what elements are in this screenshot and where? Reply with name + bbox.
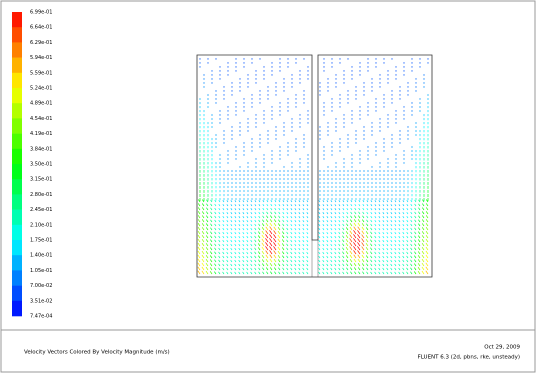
colorbar-swatch [12, 118, 22, 133]
colorbar-swatch [12, 73, 22, 89]
colorbar-label: 2.80e-01 [30, 192, 52, 198]
fluent-window: 6.99e-01 6.64e-01 6.29e-01 5.94e-01 5.59e-01… [0, 0, 536, 373]
solver: FLUENT 6.3 (2d, pbns, rke, unsteady) [418, 355, 520, 361]
colorbar-label: 4.89e-01 [30, 101, 52, 107]
colorbar-swatch [12, 240, 22, 256]
colorbar-label: 1.05e-01 [30, 268, 52, 274]
colorbar-swatch [12, 88, 22, 104]
colorbar-label: 3.50e-01 [30, 162, 52, 168]
colorbar-swatch [12, 194, 22, 210]
colorbar-label: 3.15e-01 [30, 177, 52, 183]
colorbar-label: 6.64e-01 [30, 25, 52, 31]
colorbar-label: 3.84e-01 [30, 146, 52, 152]
colorbar-swatch [12, 255, 22, 271]
colorbar-label: 5.94e-01 [30, 55, 52, 61]
caption: Velocity Vectors Colored By Velocity Mag… [24, 350, 170, 356]
colorbar-label: 6.99e-01 [30, 10, 52, 16]
colorbar-swatch [12, 270, 22, 286]
colorbar-swatch [12, 164, 22, 180]
colorbar-label: 5.24e-01 [30, 86, 52, 92]
date: Oct 29, 2009 [484, 345, 520, 351]
colorbar-swatch [12, 103, 22, 119]
colorbar-swatch [12, 210, 22, 226]
colorbar-swatch [12, 58, 22, 74]
colorbar-swatch [12, 225, 22, 241]
colorbar-swatch [12, 12, 22, 28]
colorbar-swatch [12, 42, 22, 58]
colorbar-label: 2.45e-01 [30, 207, 52, 213]
colorbar-swatch [12, 27, 22, 43]
colorbar-label: 2.10e-01 [30, 222, 52, 228]
colorbar-label: 5.59e-01 [30, 70, 52, 76]
colorbar-swatch [12, 149, 22, 165]
colorbar-swatch [12, 134, 22, 150]
colorbar-label: 1.40e-01 [30, 253, 52, 259]
colorbar-swatch [12, 301, 22, 317]
colorbar-label: 4.19e-01 [30, 131, 52, 137]
colorbar-label: 4.54e-01 [30, 116, 52, 122]
colorbar-label: 6.29e-01 [30, 40, 52, 46]
colorbar-label: 1.75e-01 [30, 238, 52, 244]
colorbar-label: 7.47e-04 [30, 314, 52, 320]
colorbar-swatch [12, 179, 22, 195]
colorbar-swatch [12, 286, 22, 302]
colorbar: 6.99e-01 6.64e-01 6.29e-01 5.94e-01 5.59e-01… [12, 10, 52, 320]
colorbar-label: 7.00e-02 [30, 283, 52, 289]
colorbar-label: 3.51e-02 [30, 298, 52, 304]
